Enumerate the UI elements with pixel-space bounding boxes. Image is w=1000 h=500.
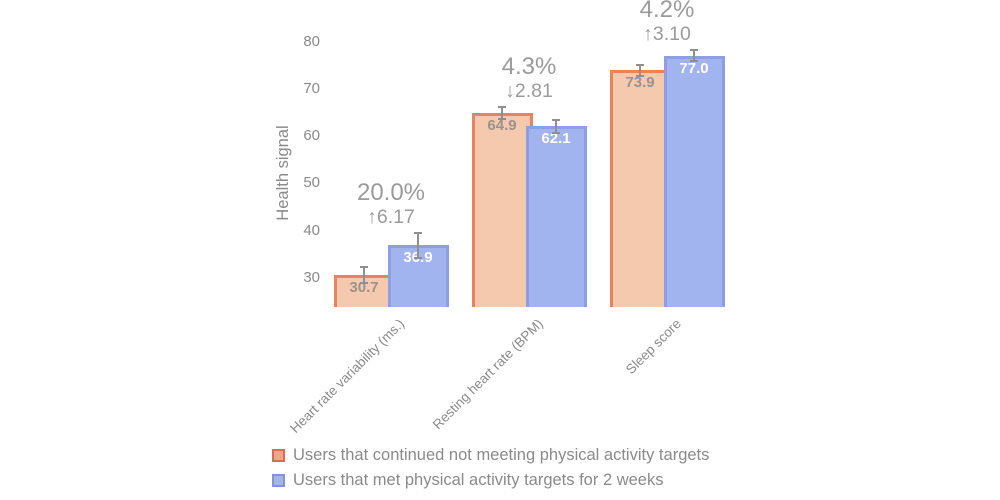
error-bar-cap: [636, 64, 644, 67]
error-bar-cap: [360, 281, 368, 284]
bar-value-label: 30.7: [349, 278, 379, 296]
legend-swatch-orange: [272, 449, 285, 462]
error-bar-cap: [636, 74, 644, 77]
error-bar-cap: [414, 232, 422, 235]
error-bar: [693, 50, 695, 62]
y-tick-label: 80: [303, 32, 320, 50]
error-bar-cap: [690, 49, 698, 51]
legend-label: Users that continued not meeting physica…: [293, 446, 710, 464]
annotation-group-2: 4.3% ↓2.81: [454, 53, 604, 103]
error-bar-cap: [360, 265, 368, 268]
annotation-delta: ↑6.17: [367, 206, 415, 229]
legend-swatch-blue: [272, 474, 285, 487]
error-bar: [555, 119, 557, 133]
y-tick-label: 70: [303, 79, 320, 97]
y-tick-label: 50: [303, 174, 320, 192]
annotation-percent: 4.2%: [639, 0, 695, 24]
bar-blue-3: [663, 55, 725, 307]
legend-label: Users that met physical activity targets…: [293, 471, 664, 489]
bar-value-label: 77.0: [679, 59, 709, 77]
error-bar: [501, 106, 503, 120]
annotation-delta: ↓2.81: [505, 79, 553, 102]
bar-value-label: 62.1: [541, 130, 571, 148]
annotation-group-3: 4.2% ↑3.10: [592, 0, 742, 46]
error-bar: [417, 233, 419, 258]
bar-value-label: 64.9: [487, 116, 517, 134]
error-bar-cap: [414, 256, 422, 259]
legend-item: Users that met physical activity targets…: [272, 468, 709, 493]
legend: Users that continued not meeting physica…: [272, 443, 709, 493]
y-tick-label: 60: [303, 127, 320, 145]
annotation-group-1: 20.0% ↑6.17: [316, 179, 466, 229]
annotation-delta: ↑3.10: [643, 23, 691, 46]
error-bar-cap: [552, 131, 560, 134]
y-tick-label: 40: [303, 221, 320, 239]
bar-orange-3: [609, 70, 671, 307]
x-category-label: Sleep score: [622, 316, 684, 378]
error-bar-cap: [498, 105, 506, 108]
bar-value-label: 73.9: [625, 74, 655, 92]
error-bar-cap: [552, 118, 560, 121]
annotation-percent: 4.3%: [501, 52, 557, 80]
error-bar-cap: [690, 60, 698, 63]
bar-blue-2: [525, 126, 587, 307]
x-category-label: Resting heart rate (BPM): [429, 316, 546, 433]
error-bar: [639, 65, 641, 76]
error-bar-cap: [498, 118, 506, 121]
annotation-percent: 20.0%: [356, 179, 426, 207]
y-axis-title: Health signal: [274, 125, 292, 221]
error-bar: [363, 266, 365, 283]
y-tick-label: 30: [303, 269, 320, 286]
legend-item: Users that continued not meeting physica…: [272, 443, 709, 468]
x-category-label: Heart rate variability (ms.): [287, 316, 408, 436]
